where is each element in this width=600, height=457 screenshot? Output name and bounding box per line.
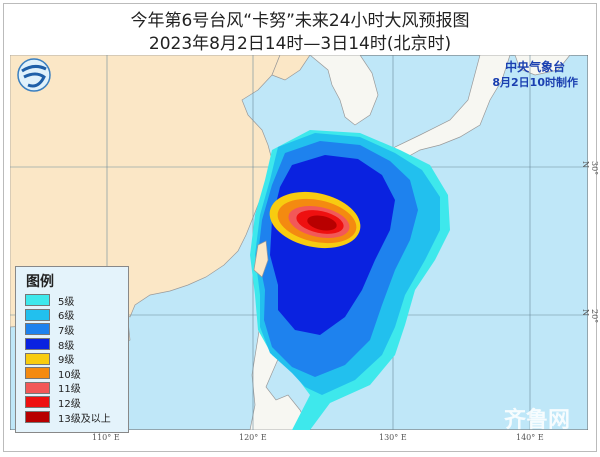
legend-item: 11级 <box>25 381 128 396</box>
issue-time: 8月2日10时制作 <box>492 76 578 89</box>
land-japan <box>379 55 511 168</box>
cma-logo <box>17 58 51 92</box>
legend-swatch <box>25 338 50 351</box>
legend-item: 13级及以上 <box>25 410 128 425</box>
legend-swatch <box>25 396 50 409</box>
legend-swatch <box>25 411 50 424</box>
wind-zone-13 <box>307 215 337 231</box>
frame <box>3 3 597 452</box>
legend-item: 6级 <box>25 308 128 323</box>
legend-item: 5级 <box>25 293 128 308</box>
legend-label: 10级 <box>58 369 81 381</box>
agency-name: 中央气象台 <box>505 60 566 74</box>
lat-label-20: 20° N <box>581 309 599 324</box>
legend-item: 9级 <box>25 351 128 366</box>
legend-label: 6级 <box>58 311 75 323</box>
legend-swatch <box>25 308 50 321</box>
land-taiwan <box>253 240 269 278</box>
legend-swatch <box>25 323 50 336</box>
lat-label-30: 30° N <box>581 161 599 176</box>
map-subtitle: 2023年8月2日14时—3日14时(北京时) <box>148 34 452 54</box>
legend-swatch <box>25 381 50 394</box>
lon-label-130: 130° E <box>379 433 407 442</box>
land-korea <box>309 55 379 126</box>
legend-label: 12级 <box>58 398 81 410</box>
legend-item: 12级 <box>25 395 128 410</box>
legend-label: 13级及以上 <box>58 413 111 425</box>
legend-title: 图例 <box>26 274 54 290</box>
legend-label: 9级 <box>58 355 75 367</box>
lon-label-110: 110° E <box>92 433 120 442</box>
watermark: 齐鲁网 <box>503 408 570 433</box>
lon-label-120: 120° E <box>239 433 267 442</box>
legend-swatch <box>25 367 50 380</box>
land-north <box>271 55 311 81</box>
legend-item: 8级 <box>25 337 128 352</box>
map-title: 今年第6号台风“卡努”未来24小时大风预报图 <box>130 11 470 31</box>
legend-item: 7级 <box>25 322 128 337</box>
agency-stamp: 中央气象台 8月2日10时制作 <box>492 60 578 90</box>
land-hokkaido <box>514 55 571 76</box>
legend-swatch <box>25 294 50 307</box>
lon-label-140: 140° E <box>516 433 544 442</box>
legend-swatch <box>25 352 50 365</box>
legend-label: 7级 <box>58 325 75 337</box>
legend-label: 5级 <box>58 296 75 308</box>
legend-item: 10级 <box>25 366 128 381</box>
legend-label: 11级 <box>58 384 81 396</box>
wind-zones <box>250 130 450 430</box>
legend: 图例 5级 6级 7级 8级 9级 10级 11级 12级 13级及以上 <box>15 266 129 433</box>
legend-label: 8级 <box>58 340 75 352</box>
